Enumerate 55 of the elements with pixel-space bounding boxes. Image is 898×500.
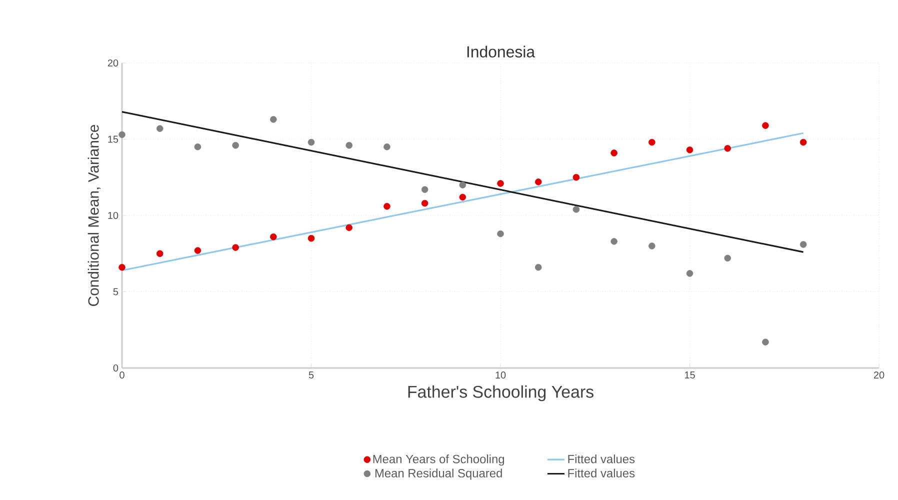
legend-label: Mean Years of Schooling	[373, 454, 504, 466]
point	[610, 150, 618, 156]
point	[270, 116, 277, 123]
y-tick-label: 20	[108, 59, 118, 67]
point	[232, 142, 239, 149]
x-tick-label: 20	[874, 372, 884, 379]
point	[194, 247, 202, 254]
point	[421, 186, 428, 193]
point	[346, 142, 352, 149]
point	[421, 200, 428, 207]
point	[534, 178, 542, 186]
x-tick-label: 15	[684, 372, 695, 378]
point	[572, 206, 580, 213]
x-tick-label: 10	[496, 372, 506, 379]
point	[270, 233, 277, 240]
point	[384, 143, 390, 150]
y-axis-title: Conditional Mean, Variance	[88, 124, 101, 306]
point	[648, 242, 656, 250]
point	[800, 241, 807, 248]
point	[724, 145, 731, 152]
y-tick-label: 5	[113, 288, 118, 296]
point	[534, 264, 542, 271]
legend-label: Fitted values	[568, 454, 635, 464]
y-tick-label: 10	[108, 212, 118, 220]
point	[232, 244, 239, 251]
chart-title: Indonesia	[467, 46, 536, 58]
point	[724, 254, 731, 262]
point	[610, 238, 618, 245]
point	[686, 270, 694, 277]
point	[118, 131, 126, 138]
point	[459, 194, 466, 201]
point	[686, 146, 694, 154]
point	[762, 338, 769, 346]
point	[648, 138, 656, 146]
y-tick-label: 0	[113, 364, 118, 372]
point	[497, 180, 504, 187]
point	[384, 202, 390, 210]
point	[459, 182, 466, 188]
point	[497, 230, 504, 238]
legend-label: Fitted values	[568, 468, 635, 478]
point	[308, 234, 315, 242]
x-axis-title: Father's Schooling Years	[408, 385, 594, 402]
point	[156, 125, 164, 132]
point	[762, 122, 769, 129]
point	[800, 138, 807, 146]
point	[194, 143, 202, 150]
legend-label: Mean Residual Squared	[375, 468, 502, 480]
point	[572, 174, 580, 181]
point	[156, 250, 164, 257]
point	[308, 138, 315, 146]
x-tick-label: 5	[308, 372, 314, 378]
x-tick-label: 0	[120, 372, 124, 379]
point	[346, 224, 352, 232]
y-tick-label: 15	[108, 136, 118, 143]
point	[118, 264, 126, 271]
